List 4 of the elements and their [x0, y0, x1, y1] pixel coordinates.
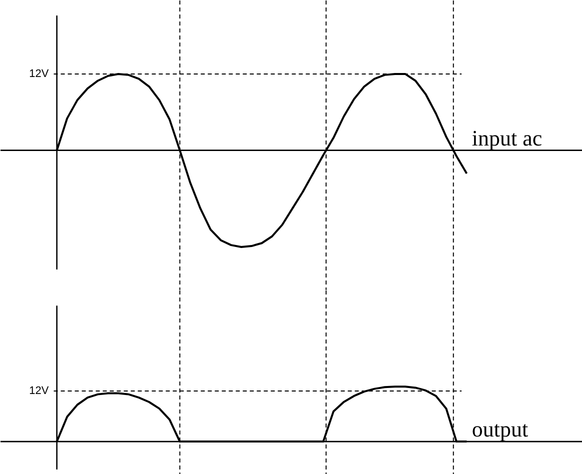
- ref-line-label: 12V: [29, 68, 50, 80]
- series-label: output: [472, 416, 528, 442]
- ref-line-label: 12V: [29, 385, 50, 398]
- series-label: input ac: [472, 125, 542, 150]
